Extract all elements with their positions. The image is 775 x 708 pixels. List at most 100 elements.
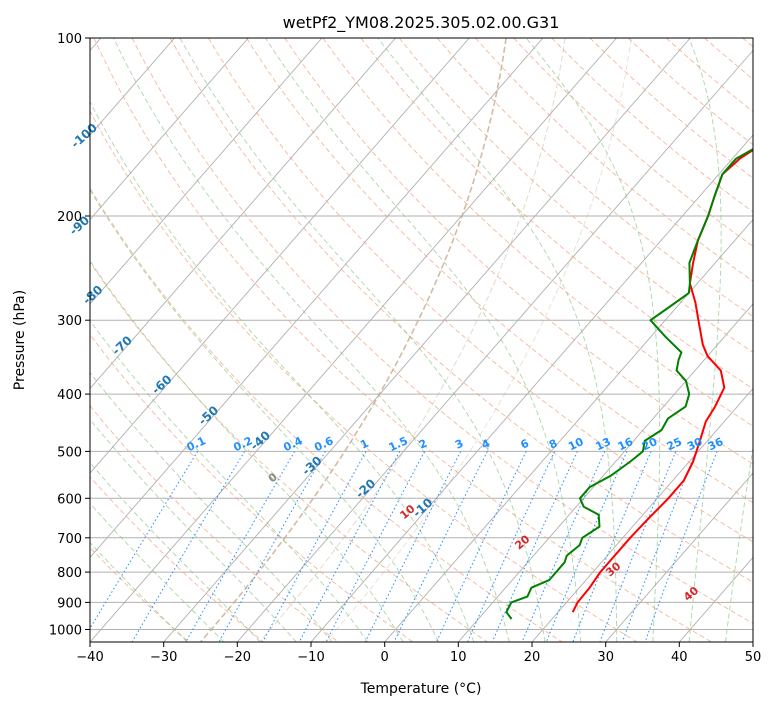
mixing-ratio-label: 13 (594, 435, 613, 453)
y-tick-label: 1000 (49, 624, 82, 639)
moist-adiabat-line (90, 188, 439, 642)
mixing-ratio-label: 2 (417, 437, 429, 452)
isotherm-line (90, 38, 323, 305)
dry-adiabat-line (90, 187, 563, 642)
isotherm-label: -60 (149, 372, 174, 397)
moist-adiabat-line (90, 319, 368, 642)
isopleth-guide-line (325, 38, 632, 642)
isotherm-line (310, 134, 753, 642)
dry-adiabat-line (131, 38, 753, 624)
moist-adiabat-line (725, 444, 753, 642)
profiles (505, 147, 753, 620)
isotherm-line (90, 38, 249, 221)
y-tick-label: 200 (57, 210, 82, 225)
isotherm-line (678, 556, 753, 642)
temperature-profile-line (571, 148, 753, 613)
isopleth-guide-line (259, 38, 566, 642)
x-tick-label: −10 (297, 650, 324, 665)
y-tick-label: 700 (57, 532, 82, 547)
mixing-ratio-line (185, 451, 295, 642)
moist-adiabat-line (265, 38, 582, 642)
dry-adiabat-line (90, 405, 339, 642)
mixing-ratio-line (572, 451, 652, 642)
isotherm-line (236, 49, 753, 642)
moist-adiabat-line (112, 38, 510, 642)
isotherm-line (90, 38, 396, 390)
wet-bulb-label: 30 (603, 559, 623, 579)
x-tick-label: 20 (524, 650, 541, 665)
dry-adiabat-line (246, 38, 753, 504)
background-lines (90, 38, 753, 642)
moist-adiabat-line (90, 371, 333, 642)
y-tick-label: 500 (57, 445, 82, 460)
mixing-ratio-line (545, 451, 628, 642)
moist-adiabat-line (90, 418, 297, 642)
moist-adiabat-line (90, 100, 475, 642)
axes: −40 −30 −20 −10 0 10 20 30 40 50 100 200 300 400 500 60… (49, 32, 761, 665)
dry-adiabat-line (169, 38, 753, 583)
dry-adiabat-line (208, 38, 753, 543)
x-tick-label: −20 (224, 650, 251, 665)
isotherm-line (457, 303, 753, 642)
mixing-ratio-line (521, 451, 606, 642)
moist-adiabat-line (90, 260, 404, 642)
dry-adiabat-line (665, 38, 753, 113)
x-tick-label: 50 (745, 650, 762, 665)
mixing-ratio-line (131, 451, 245, 642)
mixing-ratio-line (599, 451, 677, 642)
isotherm-line (605, 472, 753, 642)
mixing-ratio-label: 10 (566, 435, 586, 453)
mixing-ratio-label: 36 (706, 435, 726, 453)
moist-adiabat-line (525, 38, 661, 642)
isotherm-line (90, 38, 544, 559)
dry-adiabat-line (90, 110, 638, 642)
isopleth-guide-line (199, 38, 507, 642)
mixing-ratio-line (262, 451, 367, 642)
mixing-ratio-line (218, 451, 326, 642)
y-tick-label: 400 (57, 388, 82, 403)
moist-adiabat-line (377, 38, 618, 642)
isotherm-line (384, 218, 753, 642)
mixing-ratio-line (90, 451, 199, 630)
mixing-ratio-line (491, 451, 578, 642)
mixing-ratio-line (644, 451, 718, 642)
dry-adiabat-line (627, 38, 753, 146)
mixing-ratio-label: 3 (453, 437, 465, 452)
dry-adiabat-line (360, 38, 753, 390)
mixing-ratio-line (298, 451, 401, 642)
mixing-ratio-line (467, 451, 556, 642)
mixing-ratio-line (393, 451, 488, 642)
x-tick-label: 0 (381, 650, 389, 665)
dry-adiabat-line (284, 38, 753, 465)
mixing-ratio-label: 4 (480, 437, 493, 452)
dry-adiabat-line (93, 38, 712, 642)
mixing-ratio-label: 16 (616, 435, 636, 453)
dry-adiabat-line (90, 261, 488, 642)
y-tick-label: 600 (57, 492, 82, 507)
dry-adiabat-line (704, 38, 753, 80)
isotherm-line (90, 38, 470, 474)
moist-adiabat-line (90, 502, 225, 642)
wet-bulb-label: 40 (681, 584, 701, 604)
dry-adiabat-line (742, 38, 753, 48)
x-tick-label: 30 (597, 650, 614, 665)
mixing-ratio-label: 6 (519, 437, 532, 452)
y-axis-label: Pressure (hPa) (12, 290, 28, 390)
moist-adiabat-line (90, 462, 261, 642)
y-tick-label: 800 (57, 566, 82, 581)
x-tick-label: −30 (150, 650, 177, 665)
dry-adiabat-line (322, 38, 753, 427)
y-tick-label: 900 (57, 596, 82, 611)
mixing-ratio-line (435, 451, 527, 642)
x-axis-label: Temperature (°C) (360, 681, 482, 697)
isotherm-line (163, 38, 691, 642)
isotherm-line (752, 641, 753, 642)
dry-adiabat-line (90, 476, 264, 642)
dry-adiabat-line (398, 38, 753, 353)
dewpoint-profile-line (505, 147, 753, 620)
isotherm-label: -100 (68, 120, 100, 150)
isotherm-line (90, 38, 617, 642)
x-tick-label: −40 (76, 650, 103, 665)
mixing-ratio-label: 25 (665, 435, 684, 453)
